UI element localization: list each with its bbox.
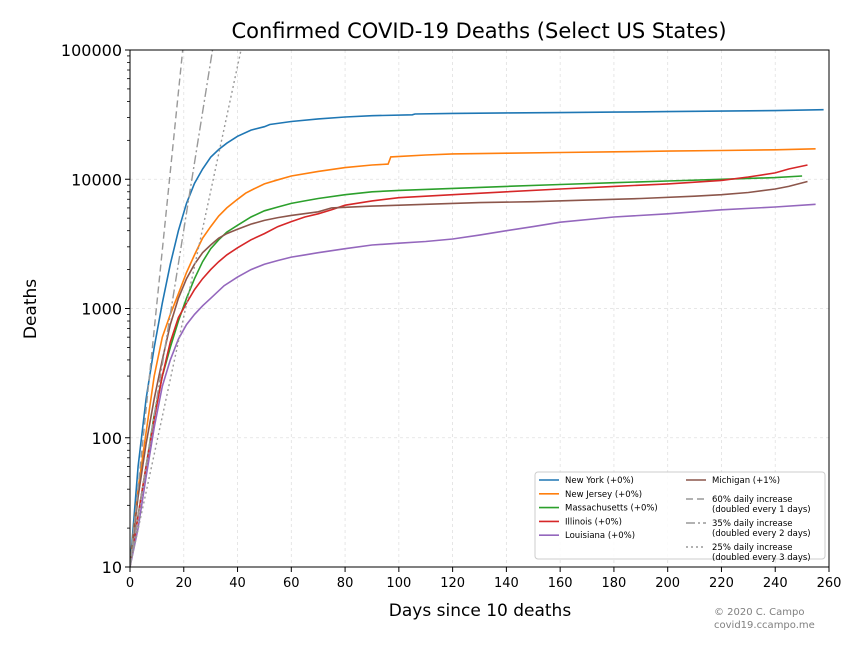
legend-label-3: Illinois (+0%) (565, 517, 622, 527)
x-tick-label: 60 (283, 576, 300, 591)
legend-label-7: 35% daily increase (doubled every 2 days) (712, 519, 811, 539)
x-tick-label: 20 (175, 576, 192, 591)
legend-label-5: Michigan (+1%) (712, 476, 780, 486)
x-tick-label: 200 (655, 576, 680, 591)
legend-label-2: Massachusetts (+0%) (565, 504, 658, 514)
series-line-6 (130, 50, 184, 567)
y-tick-label: 10 (102, 558, 122, 577)
legend-label-6: 60% daily increase (doubled every 1 days) (712, 495, 811, 515)
x-tick-label: 0 (126, 576, 134, 591)
x-tick-label: 180 (602, 576, 627, 591)
credit-line-1: © 2020 C. Campo (714, 607, 804, 618)
legend: New York (+0%) New Jersey (+0%) Massachuse… (534, 471, 826, 563)
x-tick-label: 220 (709, 576, 734, 591)
plot-area (130, 50, 824, 567)
series-line-4 (130, 203, 816, 567)
x-axis-label: Days since 10 deaths (389, 601, 572, 621)
y-tick-label: 1000 (81, 300, 122, 319)
x-tick-label: 160 (548, 576, 573, 591)
legend-label-4: Louisiana (+0%) (565, 531, 635, 541)
y-axis: 10 100 1000 10000 100000 (61, 41, 130, 577)
series-line-3 (130, 164, 808, 567)
series-line-7 (130, 50, 214, 567)
legend-label-0: New York (+0%) (565, 476, 634, 486)
y-axis-label: Deaths (21, 279, 41, 339)
x-tick-label: 260 (817, 576, 842, 591)
credit-line-2: covid19.ccampo.me (714, 620, 815, 631)
y-tick-label: 100000 (61, 41, 122, 60)
y-tick-label: 10000 (71, 170, 122, 189)
series-line-2 (130, 175, 803, 567)
legend-label-8: 25% daily increase (doubled every 3 days) (712, 543, 811, 563)
x-tick-label: 240 (763, 576, 788, 591)
x-tick-label: 40 (229, 576, 246, 591)
chart-title: Confirmed COVID-19 Deaths (Select US Sta… (231, 19, 726, 43)
x-tick-label: 120 (440, 576, 465, 591)
series-line-0 (130, 108, 824, 567)
x-axis: 0 20 40 60 80 100 120 140 160 180 200 220 240 260 (126, 567, 842, 591)
x-tick-label: 80 (337, 576, 354, 591)
legend-box (534, 471, 826, 560)
x-tick-label: 140 (494, 576, 519, 591)
series-line-5 (130, 180, 808, 567)
series-line-1 (130, 148, 816, 567)
series-line-8 (130, 50, 242, 567)
legend-label-1: New Jersey (+0%) (565, 490, 642, 500)
x-tick-label: 100 (386, 576, 411, 591)
y-tick-label: 100 (91, 429, 122, 448)
